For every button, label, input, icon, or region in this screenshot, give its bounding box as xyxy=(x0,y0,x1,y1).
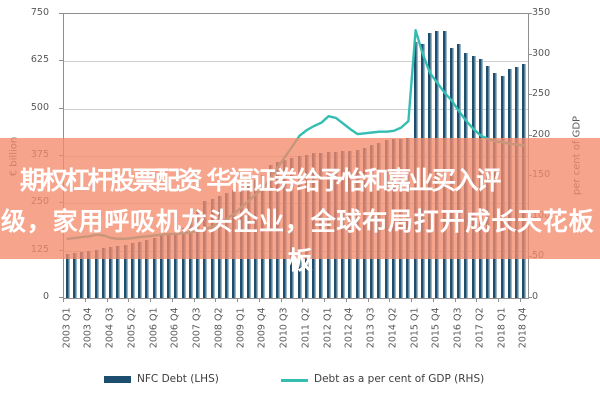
tick-mark xyxy=(411,298,412,302)
bar xyxy=(123,245,128,298)
x-axis-label: 2018 Q4 xyxy=(517,307,529,349)
x-axis-label: 2010 Q3 xyxy=(278,307,290,349)
gridline xyxy=(64,108,528,110)
bar xyxy=(181,227,186,298)
left-axis-tick: 0 xyxy=(42,291,49,302)
legend-label-gdp-ratio: Debt as a per cent of GDP (RHS) xyxy=(314,373,485,385)
bar xyxy=(116,246,121,298)
tick-mark xyxy=(476,298,478,302)
tick-mark xyxy=(324,298,325,302)
x-axis-label: 2009 Q4 xyxy=(256,307,268,349)
tick-mark xyxy=(258,298,260,302)
bar xyxy=(145,239,150,298)
bar xyxy=(65,254,70,298)
x-axis-label: 2006 Q4 xyxy=(169,307,181,349)
bar xyxy=(138,241,143,298)
x-axis-label: 2012 Q4 xyxy=(343,307,355,349)
overlay-title-line-1: 期权杠杆股票配资 华福证券给予怡和嘉业买入评 xyxy=(20,166,501,195)
tick-mark xyxy=(59,60,63,62)
x-axis-label: 2015 Q1 xyxy=(409,307,421,349)
tick-mark xyxy=(528,94,532,96)
tick-mark xyxy=(302,298,304,302)
bar xyxy=(152,237,157,298)
tick-mark xyxy=(498,298,499,302)
tick-mark xyxy=(171,298,173,302)
x-axis-label: 2013 Q3 xyxy=(365,307,377,349)
bar xyxy=(167,235,172,298)
x-axis-label: 2017 Q2 xyxy=(474,307,486,349)
bar xyxy=(109,247,114,298)
left-axis-tick: 500 xyxy=(30,101,49,113)
tick-mark xyxy=(84,298,86,302)
nfc-debt-swatch xyxy=(104,376,131,383)
tick-mark xyxy=(432,298,434,302)
tick-mark xyxy=(150,298,151,302)
tick-mark xyxy=(280,298,282,302)
right-axis-tick: 0 xyxy=(532,291,539,302)
x-axis-label: 2004 Q3 xyxy=(104,307,116,349)
x-axis-label: 2007 Q3 xyxy=(191,307,203,349)
tick-mark xyxy=(106,298,108,302)
gdp-ratio-swatch xyxy=(281,379,308,382)
bar xyxy=(159,236,164,298)
tick-mark xyxy=(193,298,195,302)
tick-mark xyxy=(59,107,63,109)
x-axis-label: 2009 Q1 xyxy=(235,307,247,349)
x-axis-label: 2018 Q1 xyxy=(496,307,508,349)
tick-mark xyxy=(345,298,347,302)
bar xyxy=(174,233,179,298)
bar xyxy=(87,250,92,298)
left-axis-tick: 750 xyxy=(30,7,49,18)
tick-mark xyxy=(63,298,64,302)
tick-mark xyxy=(528,53,532,55)
x-axis-label: 2003 Q4 xyxy=(82,307,94,349)
tick-mark xyxy=(215,298,217,302)
x-axis-label: 2014 Q2 xyxy=(387,307,399,349)
x-axis-label: 2005 Q2 xyxy=(126,307,138,349)
x-axis-label: 2011 Q2 xyxy=(300,307,312,349)
left-axis-tick: 625 xyxy=(30,54,49,66)
chart-legend: NFC Debt (LHS) Debt as a per cent of GDP… xyxy=(0,371,600,393)
right-axis-tick: 200 xyxy=(532,128,551,140)
x-axis-label: 2003 Q1 xyxy=(61,307,73,349)
tick-mark xyxy=(59,297,63,298)
right-axis-tick: 250 xyxy=(532,88,551,100)
x-axis-label: 2015 Q4 xyxy=(430,307,442,349)
x-axis-label: 2016 Q3 xyxy=(452,307,464,349)
tick-mark xyxy=(128,298,130,302)
tick-mark xyxy=(519,298,521,302)
overlay-banner xyxy=(0,138,600,259)
x-axis-label: 2008 Q2 xyxy=(213,307,225,349)
gridline xyxy=(64,61,528,63)
bar xyxy=(130,243,135,298)
overlay-title-line-3: 板 xyxy=(287,246,313,275)
bar xyxy=(94,249,99,298)
right-axis-tick: 350 xyxy=(532,7,551,18)
bar xyxy=(80,251,85,298)
tick-mark xyxy=(528,134,532,136)
x-axis-label: 2006 Q1 xyxy=(148,307,160,349)
bar xyxy=(101,248,106,298)
legend-label-nfc-debt: NFC Debt (LHS) xyxy=(137,373,219,385)
tick-mark xyxy=(454,298,456,302)
x-axis-label: 2012 Q1 xyxy=(322,307,334,349)
tick-mark xyxy=(59,13,63,14)
tick-mark xyxy=(528,13,532,14)
bar xyxy=(72,252,77,298)
tick-mark xyxy=(237,298,238,302)
right-axis-tick: 300 xyxy=(532,47,551,59)
tick-mark xyxy=(367,298,369,302)
overlay-title-line-2: 级，家用呼吸机龙头企业，全球布局打开成长天花板 xyxy=(1,207,595,236)
tick-mark xyxy=(528,297,532,298)
tick-mark xyxy=(389,298,391,302)
